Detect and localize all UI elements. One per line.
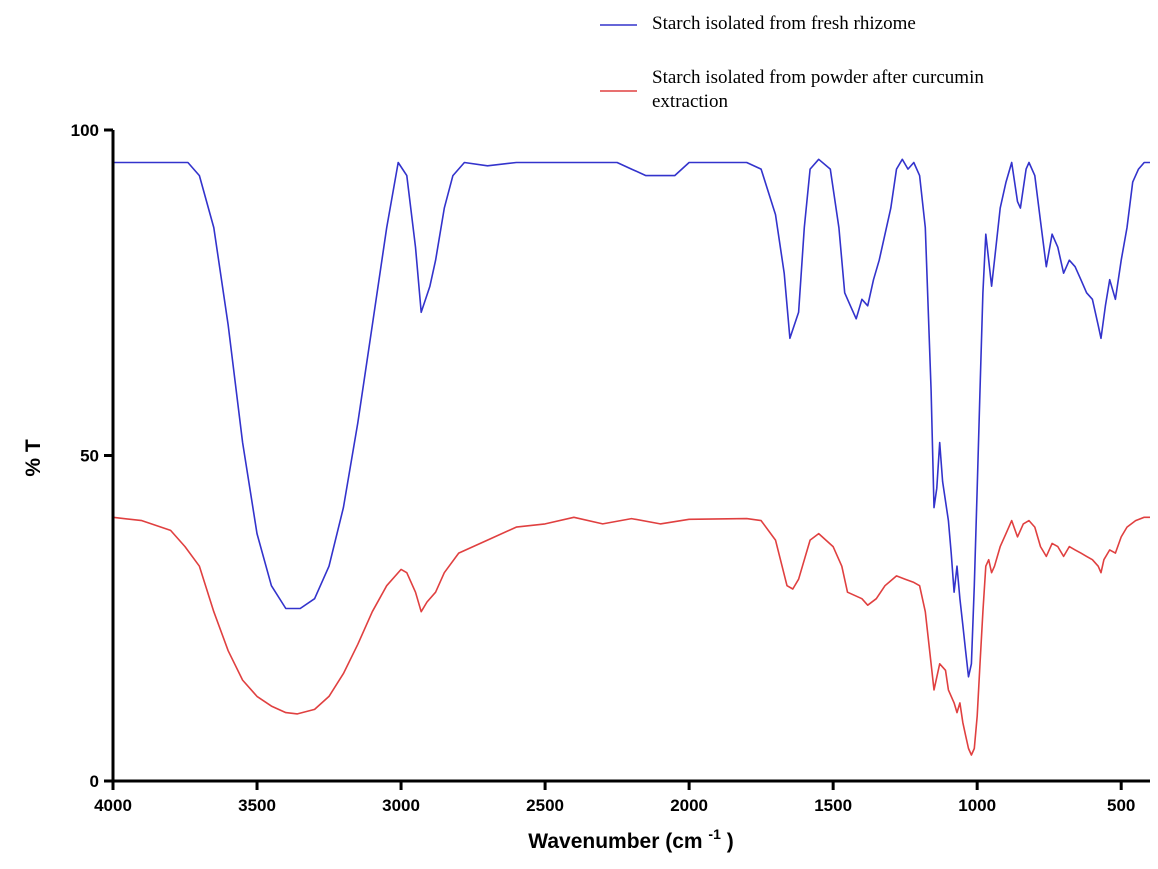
chart-legend: Starch isolated from fresh rhizome Starc… [600,13,989,112]
legend-label-line-2: extraction [652,91,728,112]
x-tick-label: 4000 [94,796,132,815]
x-axis-title-suffix: ) [727,830,734,853]
legend-label-line-1: Starch isolated from powder after curcum… [652,67,984,88]
legend-label-fresh-rhizome: Starch isolated from fresh rhizome [652,13,916,34]
x-axis-title: Wavenumber (cm -1 ) [528,821,733,853]
x-tick-label: 2500 [526,796,564,815]
y-axis-title: % T [22,439,45,477]
series-line-powder-after-extraction [112,516,1150,756]
x-tick-label: 3000 [382,796,420,815]
y-tick-label: 50 [80,447,99,466]
y-axis-ticks: 0 50 100 [71,121,113,791]
y-tick-label: 100 [71,121,99,140]
x-tick-label: 2000 [670,796,708,815]
x-axis-title-superscript: -1 [708,826,721,842]
x-tick-label: 3500 [238,796,276,815]
plot-area [112,158,1150,756]
x-tick-label: 1000 [958,796,996,815]
x-axis-ticks: 4000 3500 3000 2500 2000 1500 1000 500 [94,781,1135,815]
series-line-fresh-rhizome [113,158,1150,678]
legend-label-powder-after-extraction: Starch isolated from powder after curcum… [652,67,989,112]
x-tick-label: 1500 [814,796,852,815]
x-axis-title-text: Wavenumber (cm [528,830,702,853]
y-tick-label: 0 [90,772,99,791]
x-tick-label: 500 [1107,796,1135,815]
